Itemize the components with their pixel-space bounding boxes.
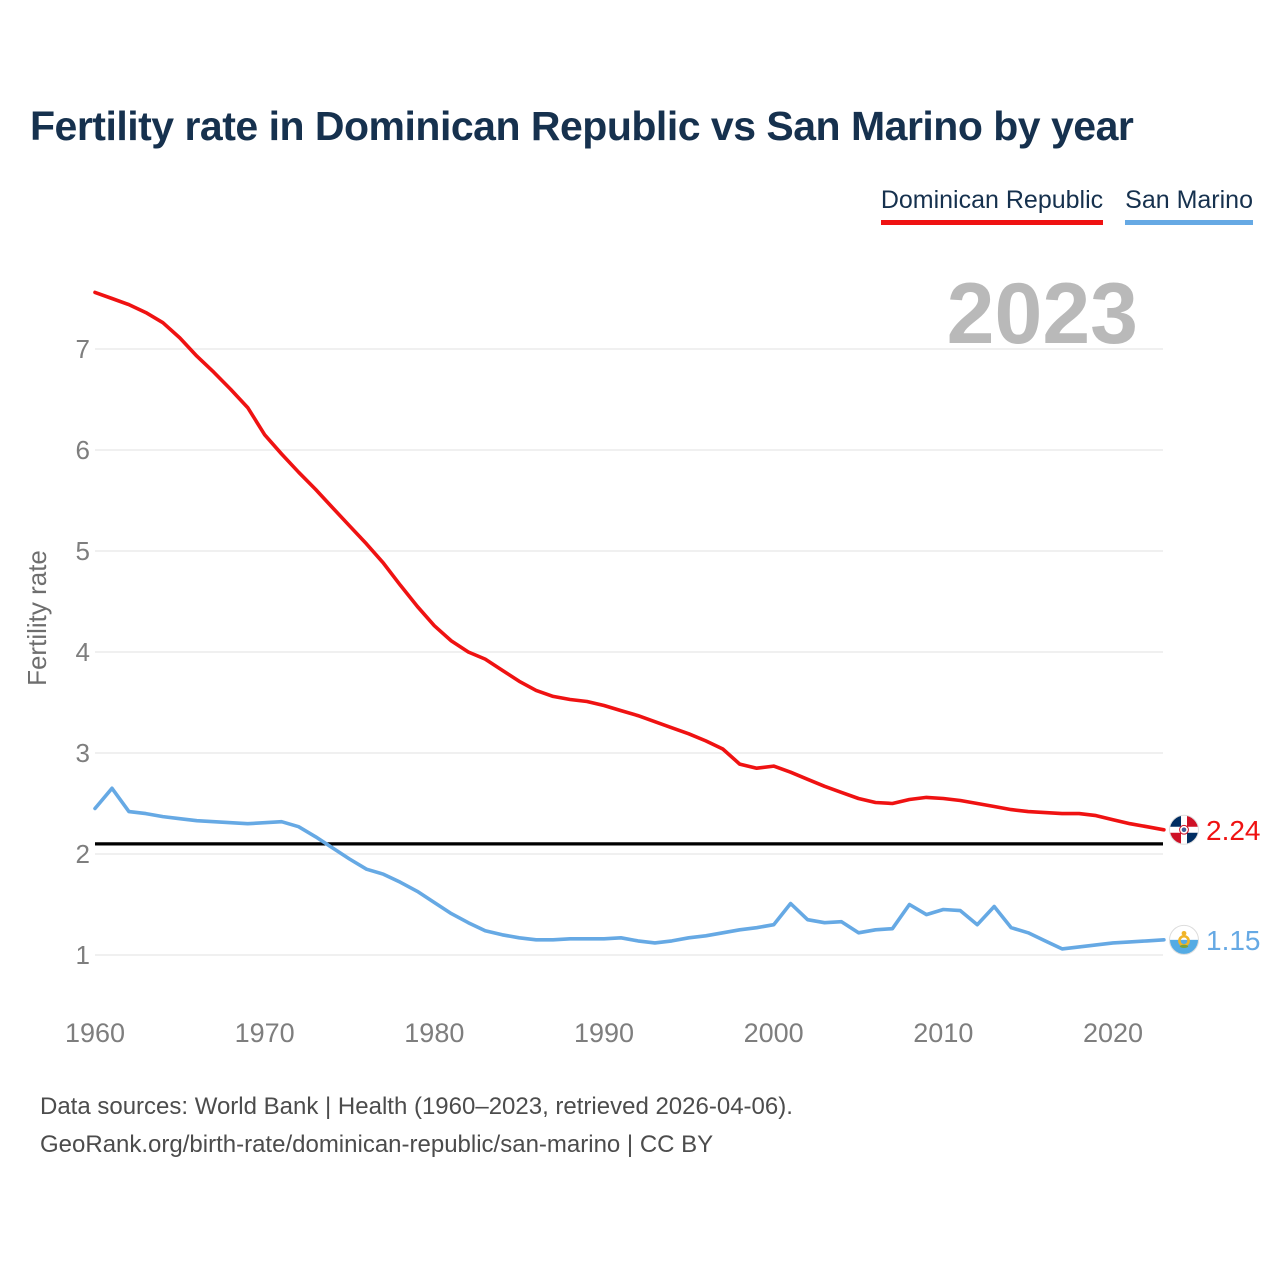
- x-tick-label: 1980: [404, 1018, 464, 1048]
- dominican-republic-flag-icon: [1169, 815, 1199, 845]
- y-tick-label: 2: [76, 839, 90, 869]
- legend: Dominican Republic San Marino: [880, 186, 1253, 225]
- y-tick-label: 7: [76, 334, 90, 364]
- x-tick-label: 1960: [65, 1018, 125, 1048]
- end-value-label-dominican-republic: 2.24: [1206, 815, 1261, 846]
- watermark-year: 2023: [947, 266, 1138, 362]
- y-axis-title: Fertility rate: [22, 550, 52, 686]
- x-tick-label: 2000: [744, 1018, 804, 1048]
- data-sources-text: Data sources: World Bank | Health (1960–…: [40, 1093, 793, 1120]
- attribution-text: GeoRank.org/birth-rate/dominican-republi…: [40, 1131, 714, 1158]
- legend-item-san-marino[interactable]: San Marino: [1125, 186, 1253, 225]
- y-tick-label: 5: [76, 536, 90, 566]
- y-tick-label: 1: [76, 940, 90, 970]
- x-tick-label: 1970: [235, 1018, 295, 1048]
- chart-title: Fertility rate in Dominican Republic vs …: [30, 103, 1134, 149]
- x-tick-label: 2010: [913, 1018, 973, 1048]
- legend-item-dominican-republic[interactable]: Dominican Republic: [880, 186, 1104, 225]
- end-value-label-san-marino: 1.15: [1206, 925, 1261, 956]
- san-marino-flag-icon: [1169, 925, 1199, 955]
- y-tick-label: 4: [76, 637, 90, 667]
- footer: Data sources: World Bank | Health (1960–…: [40, 1088, 793, 1164]
- line-dominican-republic[interactable]: [93, 290, 1166, 832]
- x-tick-label: 1990: [574, 1018, 634, 1048]
- y-tick-label: 6: [76, 435, 90, 465]
- y-tick-label: 3: [76, 738, 90, 768]
- x-tick-label: 2020: [1083, 1018, 1143, 1048]
- line-san-marino[interactable]: [93, 786, 1166, 951]
